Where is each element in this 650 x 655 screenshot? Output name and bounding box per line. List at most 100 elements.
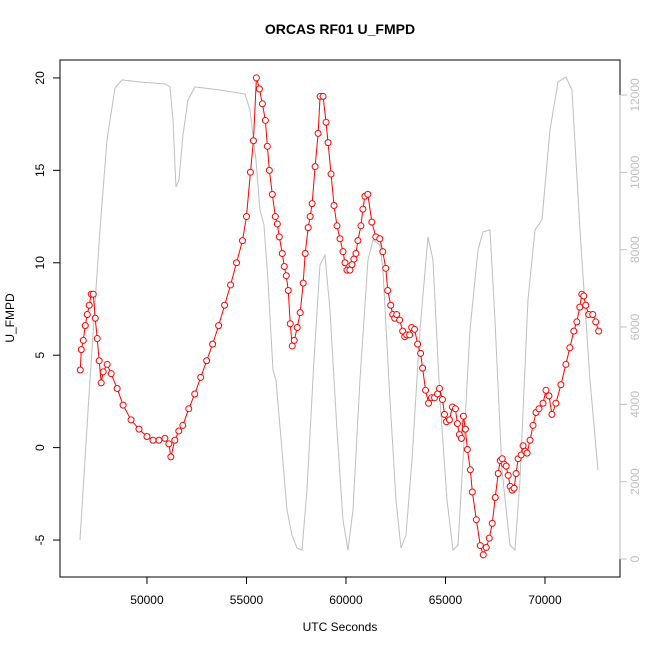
x-tick-label: 65000 xyxy=(429,593,463,607)
data-point xyxy=(306,213,314,221)
data-point xyxy=(324,139,332,147)
data-point xyxy=(242,213,250,221)
data-point xyxy=(330,201,338,209)
data-point xyxy=(488,519,496,527)
data-point xyxy=(445,416,453,424)
data-point xyxy=(459,412,467,420)
data-point xyxy=(494,469,502,477)
x-tick-label: 60000 xyxy=(329,593,363,607)
data-point xyxy=(526,436,534,444)
data-point xyxy=(384,286,392,294)
data-point xyxy=(396,316,404,324)
data-point xyxy=(376,235,384,243)
data-point xyxy=(466,466,474,474)
data-point xyxy=(167,453,175,461)
data-point xyxy=(352,250,360,258)
data-point xyxy=(311,163,319,171)
data-point xyxy=(419,364,427,372)
data-point xyxy=(296,309,304,317)
data-point xyxy=(573,318,581,326)
data-point xyxy=(91,314,99,322)
data-point xyxy=(482,543,490,551)
data-point xyxy=(282,272,290,280)
data-point xyxy=(143,433,151,441)
data-point xyxy=(336,235,344,243)
data-point xyxy=(255,85,263,93)
data-point xyxy=(221,301,229,309)
data-point xyxy=(451,405,459,413)
data-point xyxy=(185,405,193,413)
data-point xyxy=(79,336,87,344)
y-axis-label: U_FMPD xyxy=(3,293,17,343)
data-point xyxy=(463,445,471,453)
data-point xyxy=(382,264,390,272)
data-point xyxy=(552,399,560,407)
data-point xyxy=(504,471,512,479)
data-point xyxy=(438,396,446,404)
data-point xyxy=(354,237,362,245)
data-point xyxy=(485,534,493,542)
data-point xyxy=(293,323,301,331)
data-point xyxy=(580,292,588,300)
data-point xyxy=(155,436,163,444)
data-point xyxy=(542,386,550,394)
data-point xyxy=(119,401,127,409)
data-point xyxy=(570,327,578,335)
data-point xyxy=(535,405,543,413)
data-point xyxy=(127,416,135,424)
data-point xyxy=(258,100,266,108)
data-point xyxy=(539,399,547,407)
data-point xyxy=(393,311,401,319)
y-tick-label: 15 xyxy=(33,163,47,177)
data-point xyxy=(171,436,179,444)
data-point xyxy=(379,248,387,256)
data-point xyxy=(566,344,574,352)
data-point xyxy=(286,320,294,328)
data-point xyxy=(227,281,235,289)
series-line xyxy=(79,76,599,552)
x-tick-label: 55000 xyxy=(230,593,264,607)
data-point xyxy=(175,427,183,435)
data-point xyxy=(319,92,327,100)
data-point xyxy=(592,318,600,326)
data-point xyxy=(95,357,103,365)
data-point xyxy=(81,322,89,330)
data-point xyxy=(246,168,254,176)
data-point xyxy=(252,74,260,82)
data-point xyxy=(284,286,292,294)
data-point xyxy=(406,331,414,339)
y-tick-label: 10 xyxy=(33,256,47,270)
data-point xyxy=(576,303,584,311)
data-point xyxy=(562,360,570,368)
data-point xyxy=(93,335,101,343)
data-point xyxy=(314,129,322,137)
data-point xyxy=(510,484,518,492)
data-point xyxy=(265,166,273,174)
data-point xyxy=(179,421,187,429)
data-point xyxy=(589,311,597,319)
y2-tick-label: 0 xyxy=(628,555,642,562)
data-point xyxy=(479,551,487,559)
data-point xyxy=(548,410,556,418)
data-point xyxy=(209,340,217,348)
data-point xyxy=(417,349,425,357)
data-point xyxy=(461,425,469,433)
data-point xyxy=(523,449,531,457)
data-point xyxy=(191,390,199,398)
data-point xyxy=(595,327,603,335)
data-point xyxy=(85,301,93,309)
data-point xyxy=(215,322,223,330)
data-point xyxy=(299,279,307,287)
data-point xyxy=(197,373,205,381)
y2-tick-label: 12000 xyxy=(628,78,642,112)
data-point xyxy=(425,399,433,407)
y2-tick-label: 2000 xyxy=(628,468,642,495)
data-point xyxy=(333,222,341,230)
data-point xyxy=(233,259,241,267)
y2-tick-label: 6000 xyxy=(628,313,642,340)
y-tick-label: 5 xyxy=(33,352,47,359)
data-point xyxy=(304,224,312,232)
data-point xyxy=(76,366,84,374)
data-point xyxy=(280,262,288,270)
data-point xyxy=(414,340,422,348)
